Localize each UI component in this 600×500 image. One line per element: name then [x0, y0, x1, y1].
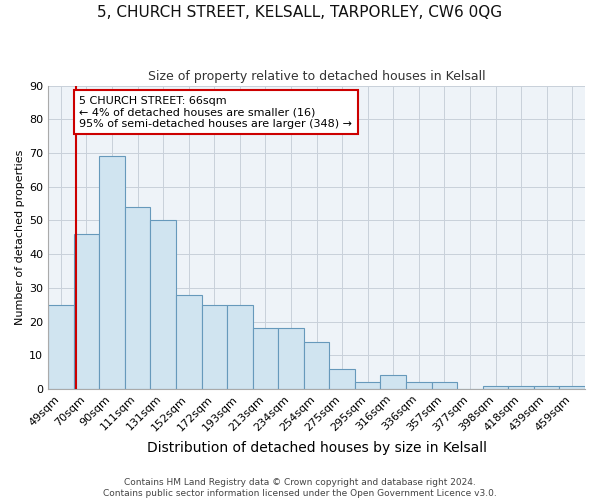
Text: 5, CHURCH STREET, KELSALL, TARPORLEY, CW6 0QG: 5, CHURCH STREET, KELSALL, TARPORLEY, CW… — [97, 5, 503, 20]
Bar — [304, 342, 329, 389]
Bar — [406, 382, 431, 389]
Bar — [559, 386, 585, 389]
Bar — [278, 328, 304, 389]
Text: Contains HM Land Registry data © Crown copyright and database right 2024.
Contai: Contains HM Land Registry data © Crown c… — [103, 478, 497, 498]
Bar — [227, 304, 253, 389]
Bar — [431, 382, 457, 389]
Bar — [176, 294, 202, 389]
Bar — [99, 156, 125, 389]
Y-axis label: Number of detached properties: Number of detached properties — [15, 150, 25, 325]
Title: Size of property relative to detached houses in Kelsall: Size of property relative to detached ho… — [148, 70, 485, 83]
Bar — [534, 386, 559, 389]
X-axis label: Distribution of detached houses by size in Kelsall: Distribution of detached houses by size … — [146, 441, 487, 455]
Text: 5 CHURCH STREET: 66sqm
← 4% of detached houses are smaller (16)
95% of semi-deta: 5 CHURCH STREET: 66sqm ← 4% of detached … — [79, 96, 352, 129]
Bar — [48, 304, 74, 389]
Bar — [380, 376, 406, 389]
Bar — [329, 368, 355, 389]
Bar — [483, 386, 508, 389]
Bar — [508, 386, 534, 389]
Bar — [355, 382, 380, 389]
Bar — [202, 304, 227, 389]
Bar — [125, 207, 151, 389]
Bar — [74, 234, 99, 389]
Bar — [253, 328, 278, 389]
Bar — [151, 220, 176, 389]
